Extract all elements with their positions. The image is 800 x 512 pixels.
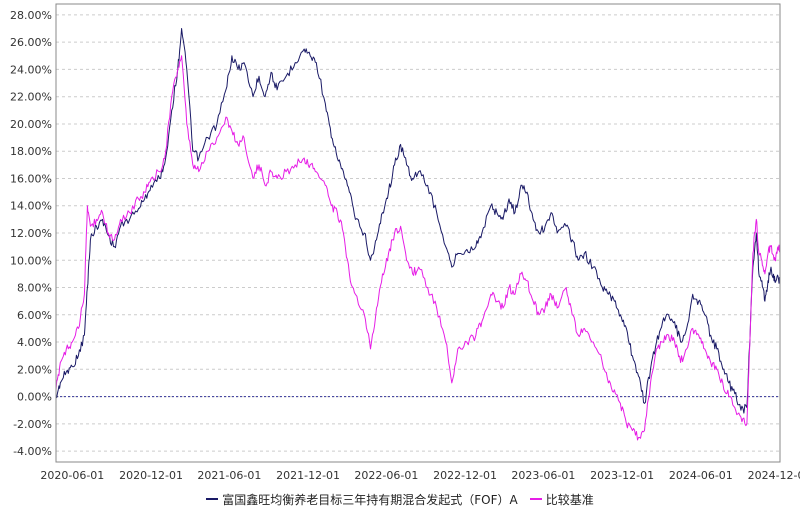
y-tick-label: 6.00% xyxy=(17,309,52,322)
series-lines xyxy=(55,28,781,441)
y-tick-label: -4.00% xyxy=(13,445,52,458)
legend-label-fund: 富国鑫旺均衡养老目标三年持有期混合发起式（FOF）A xyxy=(222,492,518,507)
y-tick-label: 22.00% xyxy=(10,91,52,104)
x-tick-label: 2021-12-01 xyxy=(276,469,340,482)
y-tick-label: 0.00% xyxy=(17,391,52,404)
y-axis-tick-labels: -4.00% -2.00% 0.00% 2.00% 4.00% 6.00% 8.00% 10.… xyxy=(10,9,52,458)
y-tick-label: 10.00% xyxy=(10,254,52,267)
x-tick-label: 2023-06-01 xyxy=(511,469,575,482)
y-tick-label: 16.00% xyxy=(10,172,52,185)
y-tick-label: 4.00% xyxy=(17,336,52,349)
legend-label-benchmark: 比较基准 xyxy=(545,492,594,507)
series-line-benchmark xyxy=(55,55,781,441)
plot-frame xyxy=(55,3,781,463)
legend-swatch-benchmark xyxy=(529,498,542,500)
x-axis-tick-labels: 2020-06-01 2020-12-01 2021-06-01 2021-12-01… xyxy=(40,469,800,482)
x-tick-label: 2020-12-01 xyxy=(119,469,183,482)
y-tick-label: 24.00% xyxy=(10,63,52,76)
y-tick-label: 20.00% xyxy=(10,118,52,131)
line-chart: -4.00% -2.00% 0.00% 2.00% 4.00% 6.00% 8.00% 10.… xyxy=(10,3,800,482)
legend: 富国鑫旺均衡养老目标三年持有期混合发起式（FOF）A 比较基准 xyxy=(0,489,800,509)
x-tick-label: 2022-06-01 xyxy=(354,469,418,482)
y-tick-label: 8.00% xyxy=(17,282,52,295)
legend-item-fund: 富国鑫旺均衡养老目标三年持有期混合发起式（FOF）A xyxy=(206,491,518,508)
series-line-fund xyxy=(55,28,781,414)
y-tick-label: 28.00% xyxy=(10,9,52,22)
y-tick-label: 18.00% xyxy=(10,145,52,158)
legend-swatch-fund xyxy=(206,498,219,500)
y-tick-label: 26.00% xyxy=(10,36,52,49)
x-tick-label: 2020-06-01 xyxy=(40,469,104,482)
x-tick-label: 2023-12-01 xyxy=(590,469,654,482)
y-tick-label: -2.00% xyxy=(13,418,52,431)
legend-item-benchmark: 比较基准 xyxy=(529,491,594,508)
x-tick-label: 2022-12-01 xyxy=(433,469,497,482)
y-tick-label: 2.00% xyxy=(17,363,52,376)
x-tick-label: 2024-06-01 xyxy=(669,469,733,482)
grid-lines xyxy=(56,14,780,452)
y-tick-label: 14.00% xyxy=(10,200,52,213)
x-tick-label: 2021-06-01 xyxy=(197,469,261,482)
y-tick-label: 12.00% xyxy=(10,227,52,240)
x-tick-label: 2024-12-01 xyxy=(748,469,800,482)
